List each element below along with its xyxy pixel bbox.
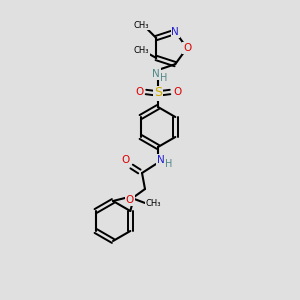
Text: N: N [152, 69, 160, 79]
Text: N: N [171, 27, 179, 37]
Text: O: O [173, 87, 181, 97]
Text: CH₃: CH₃ [134, 46, 149, 56]
Text: O: O [135, 87, 143, 97]
Text: CH₃: CH₃ [134, 20, 149, 29]
Text: O: O [183, 43, 191, 53]
Text: N: N [157, 155, 165, 165]
Text: CH₃: CH₃ [145, 200, 161, 208]
Text: H: H [160, 73, 168, 83]
Text: S: S [154, 86, 162, 100]
Text: O: O [126, 195, 134, 205]
Text: O: O [121, 155, 129, 165]
Text: H: H [165, 159, 173, 169]
